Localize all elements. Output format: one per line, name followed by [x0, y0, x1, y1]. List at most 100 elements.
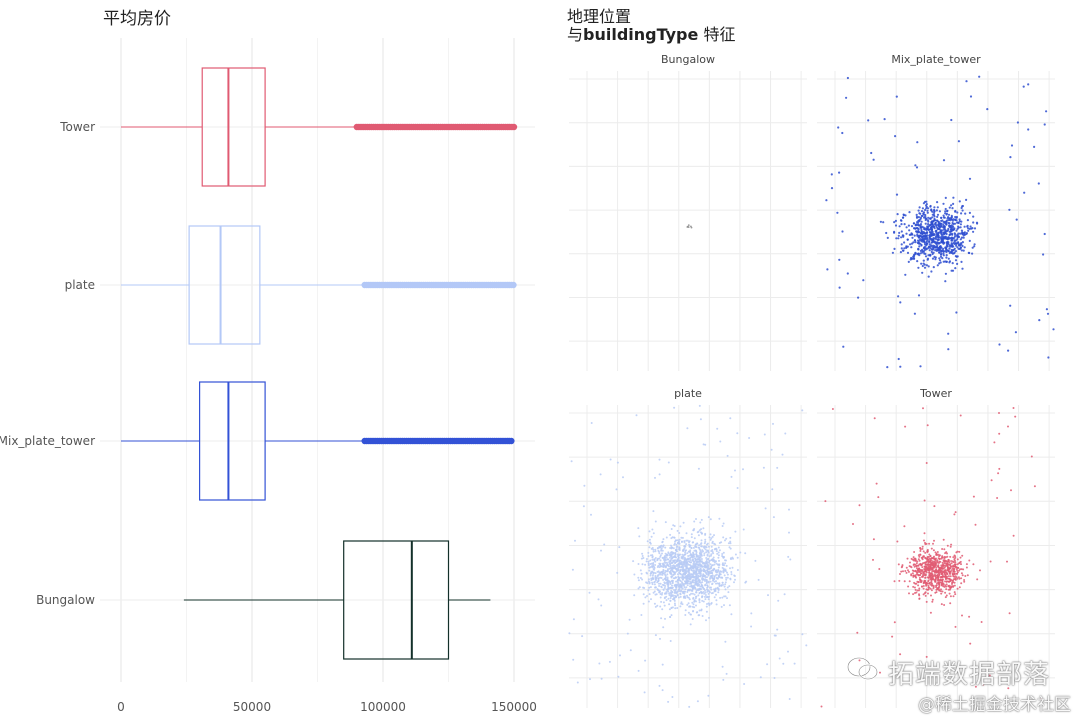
data-point [837, 126, 840, 129]
data-point [938, 259, 942, 262]
data-point [965, 232, 969, 235]
data-point [925, 231, 929, 235]
data-point [917, 294, 921, 297]
data-point [929, 583, 932, 586]
data-point [686, 582, 689, 584]
data-point [951, 269, 955, 272]
data-point [901, 564, 904, 567]
data-point [951, 249, 954, 252]
data-point [654, 586, 657, 589]
data-point [687, 225, 689, 228]
data-point [706, 588, 708, 591]
data-point [963, 225, 966, 228]
data-point [934, 551, 937, 554]
data-point [955, 551, 958, 554]
data-point [947, 570, 950, 572]
category-label: Tower [59, 120, 95, 134]
facet-label: Mix_plate_tower [891, 53, 981, 66]
data-point [949, 595, 952, 598]
data-point [787, 650, 789, 653]
data-point [952, 581, 955, 584]
data-point [957, 576, 960, 579]
data-point [945, 571, 948, 574]
data-point [680, 586, 683, 589]
data-point [661, 556, 664, 559]
data-point [715, 550, 718, 553]
data-point [704, 443, 707, 446]
data-point [964, 212, 967, 215]
data-point [703, 569, 706, 572]
data-point [656, 559, 659, 562]
data-point [651, 554, 654, 557]
data-point [669, 556, 671, 559]
data-point [713, 563, 716, 566]
data-point [691, 579, 694, 582]
data-point [711, 535, 714, 538]
data-point [925, 567, 928, 570]
data-point [708, 568, 710, 570]
data-point [916, 227, 920, 230]
data-point [944, 569, 947, 571]
data-point [951, 573, 954, 576]
data-point [688, 705, 691, 708]
data-point [667, 579, 669, 582]
data-point [649, 586, 652, 589]
data-point [894, 224, 898, 227]
data-point [659, 545, 662, 547]
data-point [641, 552, 644, 555]
data-point [936, 264, 939, 267]
data-point [683, 541, 686, 544]
data-point [710, 575, 712, 578]
data-point [676, 584, 679, 587]
data-point [699, 581, 702, 584]
data-point [968, 251, 971, 255]
data-point [1043, 232, 1046, 236]
data-point [659, 573, 662, 576]
data-point [951, 233, 954, 236]
data-point [681, 536, 684, 539]
data-point [684, 561, 687, 564]
data-point [948, 247, 951, 250]
data-point [616, 461, 619, 464]
data-point [661, 689, 664, 692]
data-point [928, 230, 931, 234]
data-point [903, 525, 906, 528]
data-point [576, 681, 579, 684]
data-point [689, 588, 691, 591]
data-point [695, 595, 698, 598]
data-point [704, 598, 707, 601]
data-point [708, 560, 711, 562]
data-point [898, 231, 901, 234]
data-point [922, 211, 926, 214]
data-point [641, 563, 644, 566]
scatter-title-bold: buildingType [583, 25, 698, 44]
data-point [692, 585, 695, 588]
data-point [936, 201, 939, 204]
data-point [685, 558, 688, 561]
data-point [900, 223, 903, 226]
facet-scatter-chart: 地理位置 与buildingType 特征 Bungalow Mix_plate_… [567, 7, 1055, 708]
data-point [669, 570, 672, 573]
data-point [696, 580, 699, 583]
data-point [659, 563, 661, 566]
data-point [912, 222, 916, 225]
data-point [950, 243, 954, 246]
data-point [927, 223, 930, 226]
data-point [703, 592, 706, 595]
data-point [744, 552, 747, 555]
data-point [698, 592, 701, 595]
data-point [960, 582, 963, 585]
boxplot-grid [100, 38, 535, 682]
data-point [666, 568, 669, 571]
data-point [927, 254, 930, 257]
data-point [940, 592, 943, 595]
data-point [932, 542, 934, 545]
data-point [729, 540, 732, 543]
data-point [659, 559, 662, 562]
data-point [642, 557, 645, 559]
data-point [680, 536, 683, 539]
data-point [937, 581, 940, 584]
data-point [690, 566, 692, 569]
data-point [907, 260, 910, 263]
data-point [916, 234, 919, 238]
